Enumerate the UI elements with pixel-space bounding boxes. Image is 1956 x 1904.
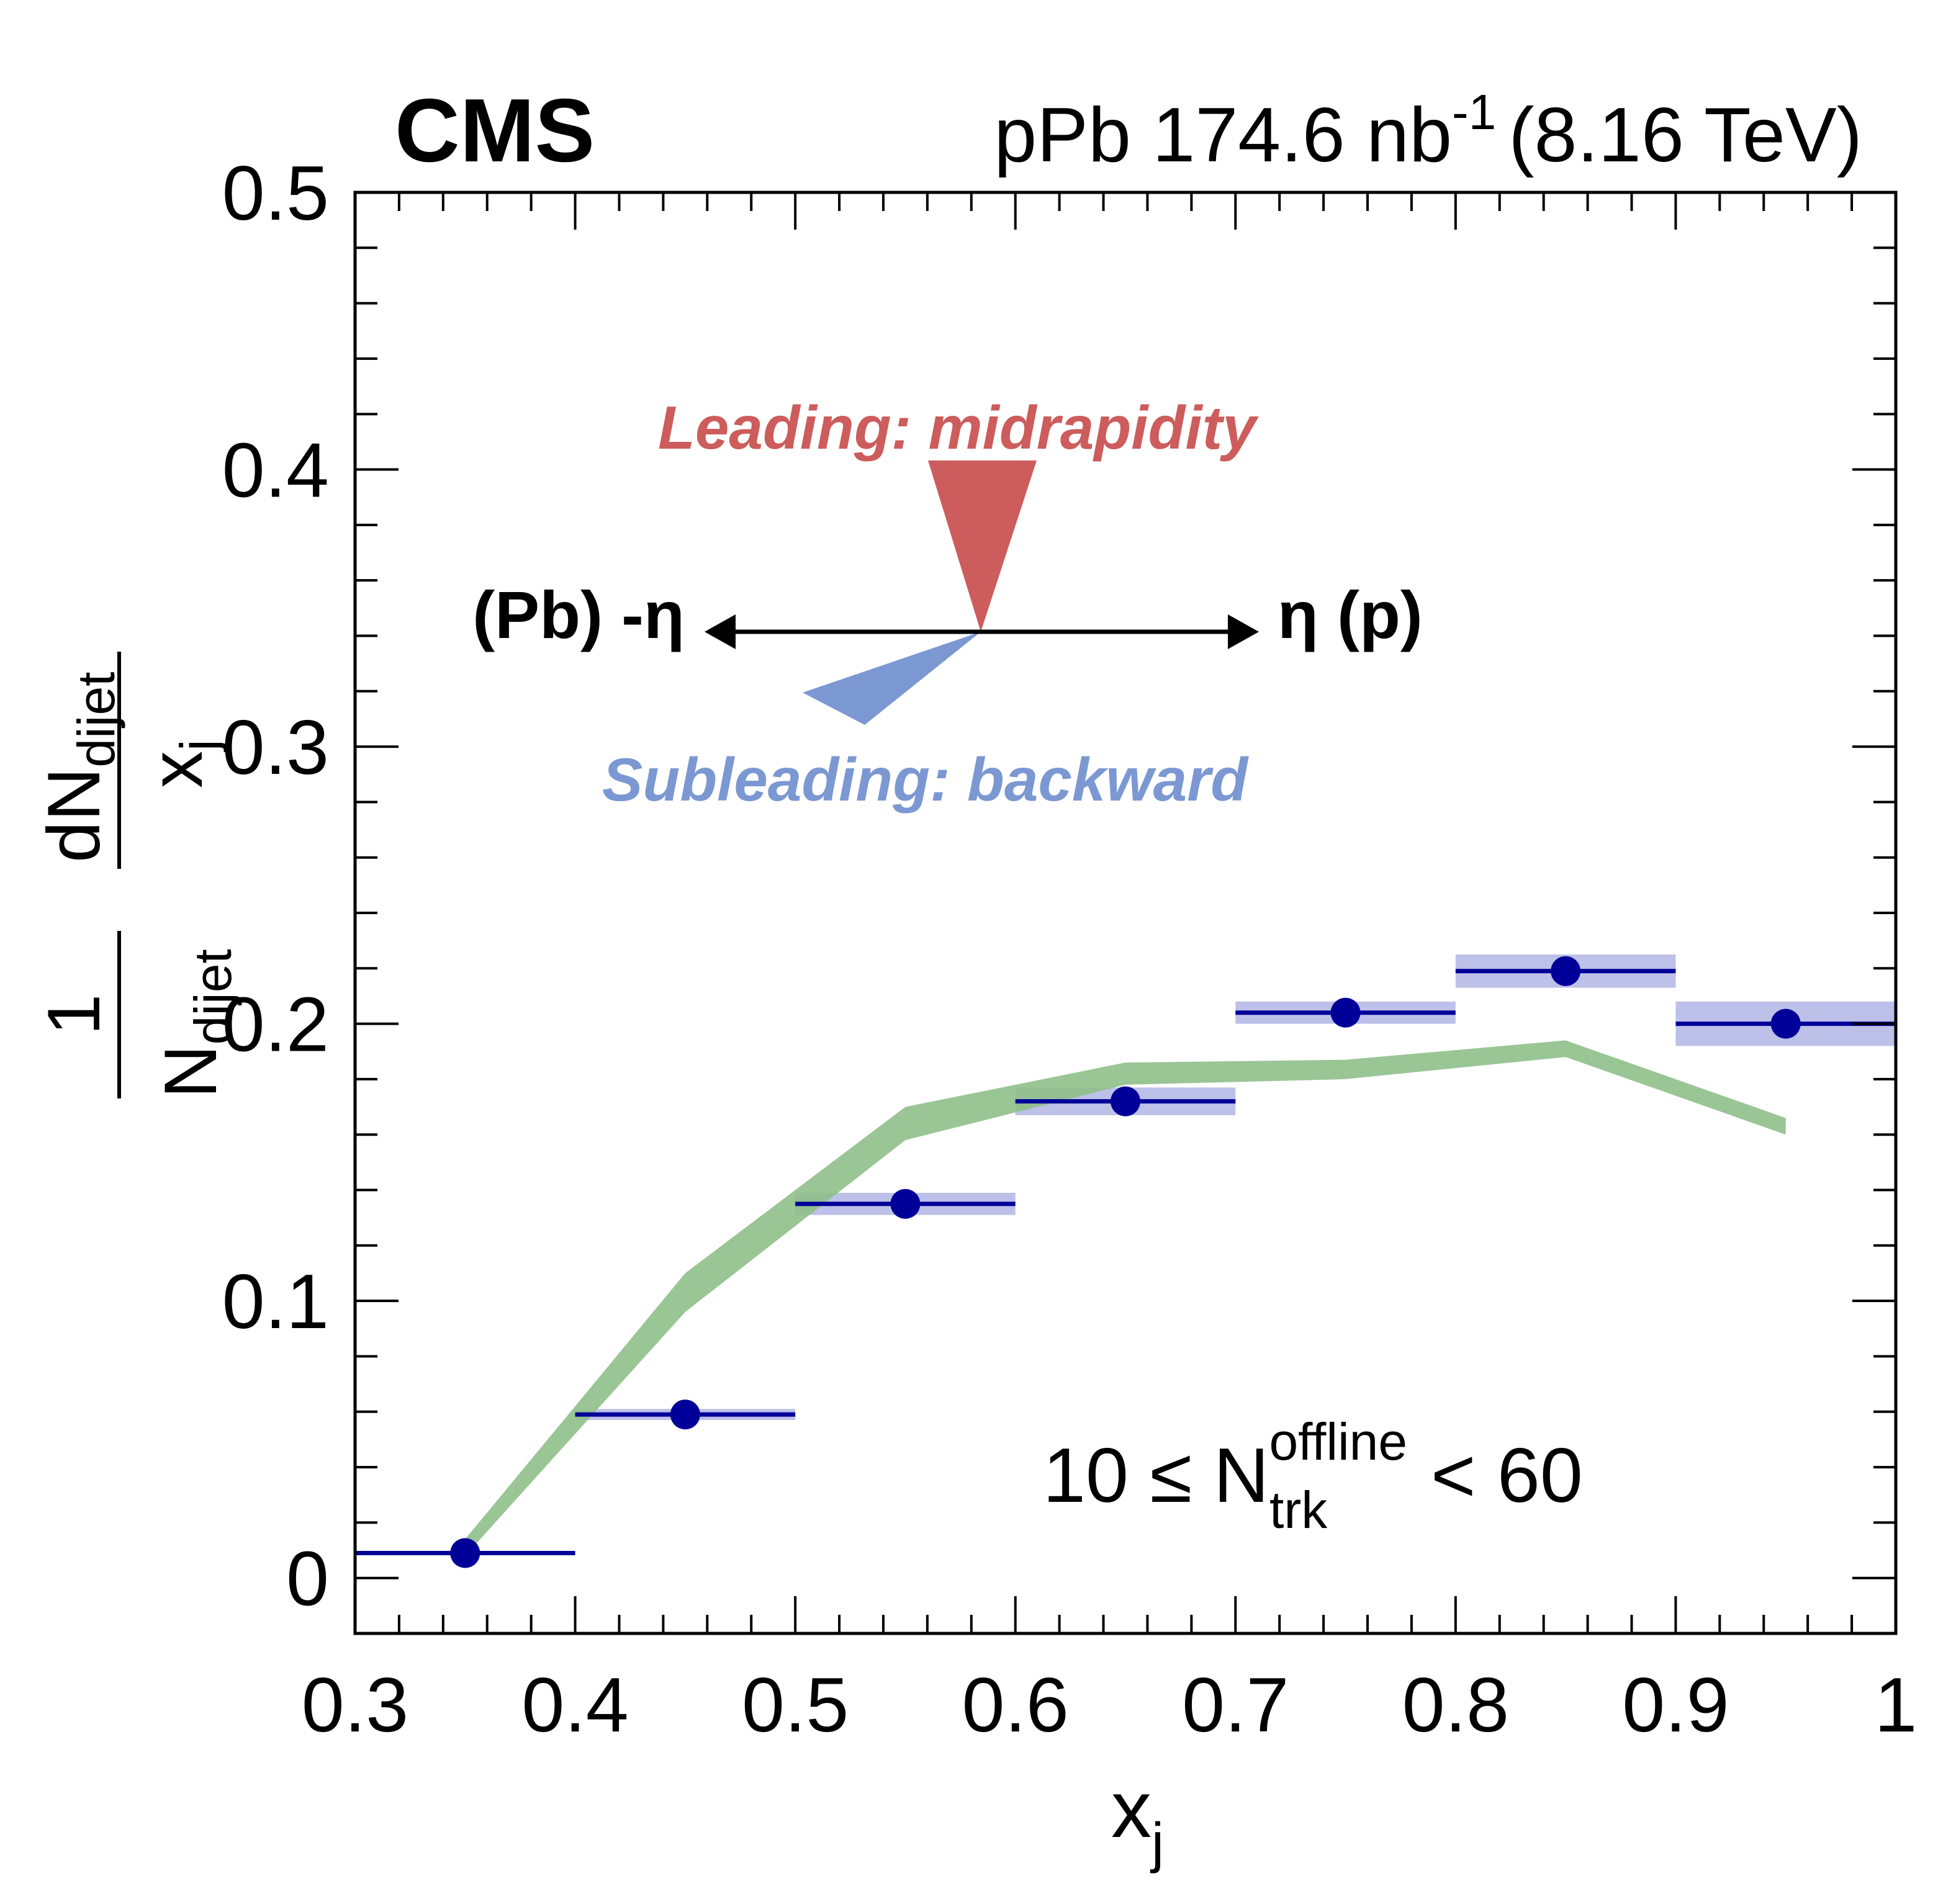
x-axis-label-sub: j	[1150, 1812, 1164, 1874]
selection-prefix: 10 ≤ N	[1043, 1433, 1269, 1519]
y-label-frac-den: Ndijet	[149, 949, 242, 1098]
selection-superscript: offline	[1269, 1412, 1407, 1471]
data-point	[1770, 1008, 1801, 1039]
y-tick-labels: 0 0.1 0.2 0.3 0.4 0.5	[222, 151, 329, 1622]
arrow-left-icon	[705, 614, 736, 649]
y-tick-label: 0.4	[222, 428, 329, 514]
selection-label: 10 ≤ Noffline trk < 60	[1043, 1412, 1583, 1539]
x-tick-label: 0.9	[1622, 1663, 1729, 1748]
experiment-label: CMS	[395, 80, 595, 181]
x-tick-label: 1	[1875, 1663, 1918, 1748]
y-axis-label: 1 Ndijet dNdijet xj	[32, 652, 242, 1098]
x-tick-label: 0.7	[1182, 1663, 1289, 1748]
x-tick-label: 0.8	[1402, 1663, 1509, 1748]
axis-ticks	[354, 191, 1897, 1635]
data-point	[1330, 997, 1361, 1028]
data-point	[670, 1399, 700, 1430]
data-point	[450, 1538, 480, 1568]
selection-suffix: < 60	[1431, 1433, 1583, 1519]
arrow-right-icon	[1228, 614, 1259, 649]
data-points	[355, 956, 1896, 1568]
x-axis-label: xj	[1111, 1764, 1164, 1874]
data-point	[1111, 1086, 1140, 1116]
x-tick-label: 0.4	[521, 1663, 628, 1748]
left-arrow-label: (Pb) -η	[472, 577, 685, 652]
energy-label: (8.16 TeV)	[1508, 92, 1862, 178]
x-tick-label: 0.3	[302, 1663, 408, 1748]
x-tick-label: 0.6	[962, 1663, 1069, 1748]
y-label-frac-den-sub: dijet	[184, 949, 242, 1044]
x-tick-labels: 0.3 0.4 0.5 0.6 0.7 0.8 0.9 1	[302, 1663, 1918, 1748]
data-point	[1551, 956, 1581, 986]
subleading-annotation: Subleading: backward	[602, 745, 1249, 814]
y-label-numerator-main: dN	[32, 768, 115, 863]
leading-jet-cone	[928, 460, 1037, 632]
y-label-denominator: xj	[135, 739, 228, 788]
lumi-prefix: pPb 174.6 nb	[994, 92, 1452, 178]
data-point	[890, 1188, 921, 1219]
y-tick-label: 0.1	[222, 1259, 329, 1345]
y-label-numerator: dNdijet	[32, 671, 125, 863]
right-arrow-label: η (p)	[1278, 577, 1423, 652]
lumi-exponent: -1	[1452, 84, 1496, 140]
y-label-frac-den-main: N	[149, 1044, 232, 1098]
x-tick-label: 0.5	[742, 1663, 849, 1748]
leading-annotation: Leading: midrapidity	[658, 393, 1259, 462]
y-tick-label: 0.2	[222, 982, 329, 1068]
plot-frame	[353, 191, 1898, 1635]
subleading-jet-cone	[803, 632, 981, 725]
y-tick-label: 0.5	[222, 151, 329, 236]
y-tick-label: 0	[286, 1537, 329, 1622]
y-label-frac-num: 1	[32, 994, 115, 1036]
y-label-denominator-main: x	[135, 751, 218, 788]
x-axis-label-main: x	[1111, 1764, 1152, 1854]
y-label-denominator-sub: j	[169, 739, 228, 753]
selection-subscript: trk	[1269, 1481, 1328, 1539]
y-tick-label: 0.3	[222, 705, 329, 791]
luminosity-label: pPb 174.6 nb-1 (8.16 TeV)	[994, 84, 1862, 178]
y-label-numerator-sub: dijet	[67, 671, 125, 767]
